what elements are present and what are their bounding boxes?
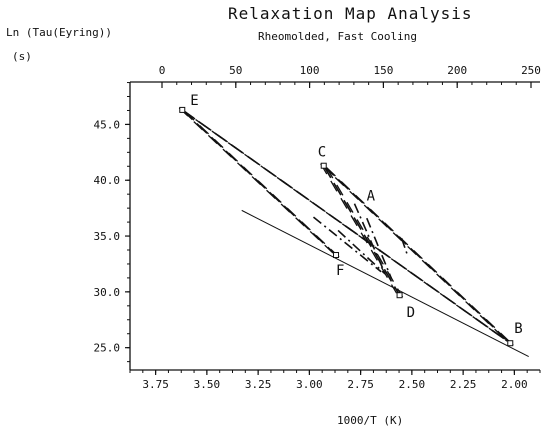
series-line-dashed-parallel	[178, 107, 508, 342]
point-marker-f	[333, 252, 340, 259]
top-tick-label: 200	[447, 64, 467, 77]
point-marker-c	[320, 162, 327, 169]
series-line-dashed	[323, 165, 401, 296]
point-marker-d	[396, 292, 403, 299]
point-label-f: F	[336, 263, 344, 279]
point-marker-e	[179, 106, 186, 113]
point-label-c: C	[318, 145, 326, 161]
series-line-dashdot	[400, 238, 409, 257]
point-marker-b	[507, 340, 514, 347]
series-line-dashdot	[353, 203, 386, 275]
top-tick-label: 250	[521, 64, 541, 77]
series-line-dashed-parallel	[326, 167, 514, 346]
series-line-solid	[241, 209, 529, 358]
y-tick-label: 25.0	[94, 342, 121, 355]
x-tick-label: 2.25	[450, 378, 477, 391]
top-tick-label: 100	[300, 64, 320, 77]
y-axis-label: Ln (Tau(Eyring))	[6, 26, 112, 39]
series-line-dashdot	[312, 216, 382, 273]
point-label-d: D	[407, 305, 415, 321]
chart-title: Relaxation Map Analysis	[228, 4, 473, 23]
y-tick-label: 30.0	[94, 286, 121, 299]
y-axis-unit: (s)	[12, 50, 32, 63]
series-line-dashed-parallel	[178, 107, 334, 254]
chart-subtitle: Rheomolded, Fast Cooling	[258, 30, 417, 43]
series-line-dashed-parallel	[184, 111, 340, 258]
x-tick-label: 3.25	[245, 378, 272, 391]
x-axis-label: 1000/T (K)	[337, 414, 404, 427]
x-tick-label: 3.75	[142, 378, 169, 391]
x-tick-label: 3.00	[296, 378, 323, 391]
x-tick-label: 2.50	[399, 378, 426, 391]
x-tick-label: 2.00	[501, 378, 528, 391]
point-label-e: E	[190, 93, 198, 109]
top-tick-label: 150	[373, 64, 393, 77]
y-tick-label: 35.0	[94, 230, 121, 243]
top-tick-label: 50	[229, 64, 242, 77]
top-tick-label: 0	[159, 64, 166, 77]
x-tick-label: 2.75	[347, 378, 374, 391]
x-tick-label: 3.50	[194, 378, 221, 391]
y-tick-label: 40.0	[94, 174, 121, 187]
series-line-dashdot	[366, 217, 393, 279]
point-label-b: B	[514, 321, 522, 337]
point-label-a: A	[367, 188, 376, 204]
series-line-dashed-parallel	[320, 163, 508, 342]
y-tick-label: 45.0	[94, 118, 121, 131]
